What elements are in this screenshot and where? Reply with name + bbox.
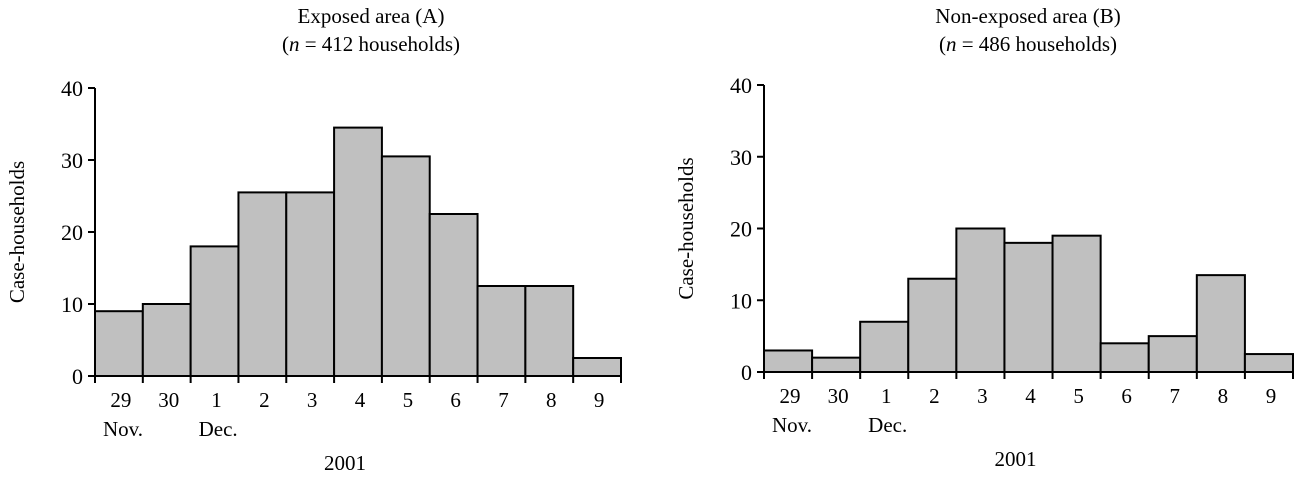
- bar-9: [572, 357, 623, 377]
- x-tick-label-8: 8: [1218, 384, 1229, 408]
- panel-a: Exposed area (A) (n = 412 households) Case…: [5, 4, 623, 475]
- month-label: Dec.: [199, 417, 238, 441]
- x-tick-label-7: 7: [1170, 384, 1181, 408]
- bar-2: [907, 277, 958, 374]
- year-label: 2001: [324, 451, 366, 475]
- x-tick-label-6: 6: [450, 388, 461, 412]
- chart-subtitle: (n = 486 households): [939, 32, 1117, 56]
- y-tick-label: 10: [61, 292, 83, 317]
- chart-subtitle: (n = 412 households): [282, 32, 460, 56]
- x-tick-label-1: 1: [211, 388, 222, 412]
- bar-3: [955, 227, 1006, 373]
- chart-title: Non-exposed area (B): [935, 4, 1120, 28]
- y-tick-label: 20: [730, 217, 752, 242]
- x-tick-label-5: 5: [1073, 384, 1084, 408]
- bar-1: [189, 245, 240, 377]
- y-tick-label: 30: [61, 148, 83, 173]
- month-label: Dec.: [868, 413, 907, 437]
- bar-7: [1147, 335, 1198, 373]
- bar-9: [1243, 353, 1294, 373]
- month-label: Nov.: [772, 413, 812, 437]
- bar-8: [524, 285, 575, 377]
- bar-2: [237, 191, 288, 377]
- x-tick-label-1: 1: [881, 384, 892, 408]
- bar-5: [380, 155, 431, 377]
- y-tick-label: 0: [72, 364, 83, 389]
- y-tick-label: 20: [61, 220, 83, 245]
- y-tick-label: 40: [61, 76, 83, 101]
- y-tick-label: 40: [730, 73, 752, 98]
- x-tick-label-3: 3: [307, 388, 318, 412]
- bar-6: [428, 213, 479, 377]
- month-label: Nov.: [103, 417, 143, 441]
- bar-4: [333, 126, 383, 377]
- bar-29: [763, 349, 814, 374]
- bar-5: [1051, 234, 1102, 373]
- x-tick-label-7: 7: [498, 388, 509, 412]
- x-tick-label-5: 5: [403, 388, 414, 412]
- y-tick-label: 30: [730, 145, 752, 170]
- x-tick-label-4: 4: [355, 388, 366, 412]
- x-tick-label-9: 9: [1266, 384, 1277, 408]
- bar-8: [1195, 274, 1246, 374]
- bar-1: [859, 320, 910, 373]
- bar-30: [811, 356, 862, 373]
- bar-29: [94, 310, 144, 378]
- bar-4: [1003, 241, 1054, 373]
- year-label: 2001: [995, 447, 1037, 471]
- chart-title: Exposed area (A): [298, 4, 445, 28]
- bar-3: [285, 191, 336, 377]
- y-tick-label: 0: [741, 360, 752, 385]
- x-tick-label-29: 29: [780, 384, 801, 408]
- y-tick-label: 10: [730, 288, 752, 313]
- y-axis-label: Case-households: [674, 157, 698, 299]
- x-tick-label-9: 9: [594, 388, 605, 412]
- y-axis-label: Case-households: [5, 161, 29, 303]
- x-tick-label-30: 30: [158, 388, 179, 412]
- bar-6: [1099, 342, 1150, 373]
- x-tick-label-2: 2: [259, 388, 270, 412]
- x-tick-label-8: 8: [546, 388, 557, 412]
- x-tick-label-4: 4: [1025, 384, 1036, 408]
- x-tick-label-6: 6: [1121, 384, 1132, 408]
- x-tick-label-29: 29: [110, 388, 131, 412]
- x-tick-label-3: 3: [977, 384, 988, 408]
- x-tick-label-30: 30: [828, 384, 849, 408]
- bar-7: [476, 285, 527, 377]
- x-tick-label-2: 2: [929, 384, 940, 408]
- panel-b: Non-exposed area (B) (n = 486 households)…: [674, 4, 1294, 471]
- bar-30: [141, 303, 192, 377]
